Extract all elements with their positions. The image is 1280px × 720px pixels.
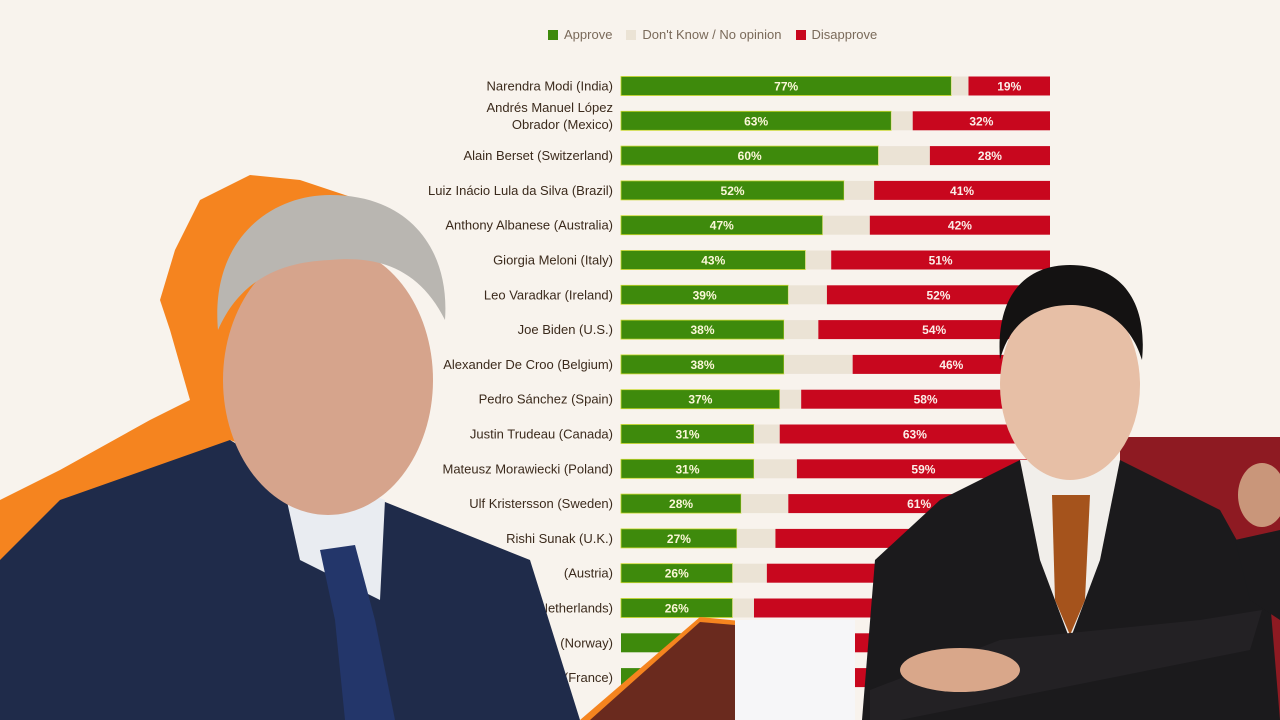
approve-value-label: 52% — [721, 184, 745, 198]
dont-know-bar — [784, 320, 819, 340]
approve-value-label: 37% — [688, 393, 712, 407]
dont-know-bar — [736, 528, 776, 548]
category-label: (Netherlands) — [534, 601, 613, 616]
disapprove-value-label: 63% — [903, 428, 927, 442]
disapprove-value-label: 58% — [914, 393, 938, 407]
category-label: Andrés Manuel López Obrador (Mexico) — [487, 100, 613, 132]
category-label: Alexander De Croo (Belgium) — [443, 357, 613, 372]
approve-value-label: 47% — [710, 219, 734, 233]
disapprove-bar — [779, 424, 1050, 444]
legend-approve: Approve — [548, 27, 612, 42]
disapprove-value-label: 41% — [950, 184, 974, 198]
approve-value-label: 26% — [665, 602, 689, 616]
category-label: Luiz Inácio Lula da Silva (Brazil) — [428, 183, 613, 198]
disapprove-value-label: 28% — [978, 149, 1002, 163]
dont-know-bar — [951, 76, 969, 96]
legend-swatch-dont-know — [626, 29, 637, 40]
disapprove-bar — [818, 320, 1050, 340]
disapprove-bar — [831, 250, 1050, 270]
dont-know-bar — [741, 494, 789, 514]
category-label: Pedro Sánchez (Spain) — [479, 392, 613, 407]
category-label: Mateusz Morawiecki (Poland) — [442, 461, 613, 476]
approve-value-label: 38% — [690, 323, 714, 337]
category-label: Leo Varadkar (Ireland) — [484, 287, 613, 302]
disapprove-bar — [801, 389, 1050, 409]
approve-value-label: 26% — [665, 567, 689, 581]
approve-value-label: 28% — [669, 497, 693, 511]
disapprove-bar — [853, 633, 1050, 653]
category-label: Alain Berset (Switzerland) — [463, 148, 613, 163]
disapprove-bar — [826, 285, 1050, 305]
approve-value-label: 77% — [774, 80, 798, 94]
category-label: Anthony Albanese (Australia) — [445, 218, 613, 233]
disapprove-bar — [853, 668, 1050, 688]
disapprove-value-label: 54% — [922, 323, 946, 337]
dont-know-bar — [753, 424, 780, 444]
dont-know-bar — [732, 598, 754, 618]
category-label: (Norway) — [560, 635, 613, 650]
category-label: Justin Trudeau (Canada) — [470, 427, 613, 442]
disapprove-bar — [766, 563, 1050, 583]
legend-label-dont-know: Don't Know / No opinion — [642, 27, 782, 42]
disapprove-value-label: 61% — [907, 497, 931, 511]
dont-know-bar — [779, 389, 802, 409]
disapprove-bar — [912, 111, 1050, 131]
category-label: Ulf Kristersson (Sweden) — [469, 496, 613, 511]
approve-bar — [620, 76, 952, 96]
legend-disapprove: Disapprove — [795, 27, 878, 42]
dont-know-bar — [784, 354, 853, 374]
approve-value-label: 43% — [701, 254, 725, 268]
disapprove-bar — [775, 528, 1050, 548]
disapprove-value-label: 59% — [911, 462, 935, 476]
disapprove-value-label: 46% — [939, 358, 963, 372]
legend-label-disapprove: Disapprove — [811, 27, 878, 42]
dont-know-bar — [805, 250, 832, 270]
category-label: (Austria) — [564, 566, 613, 581]
approve-value-label: 39% — [693, 288, 717, 302]
approve-value-label: 31% — [675, 428, 699, 442]
dont-know-bar — [844, 180, 875, 200]
approve-value-label: 63% — [744, 114, 768, 128]
category-label: Narendra Modi (India) — [487, 79, 613, 94]
disapprove-value-label: 42% — [948, 219, 972, 233]
approve-bar — [621, 633, 681, 653]
category-label: Giorgia Meloni (Italy) — [493, 253, 613, 268]
approve-bar — [621, 668, 681, 688]
disapprove-value-label: 51% — [929, 254, 953, 268]
dont-know-bar — [822, 215, 870, 235]
disapprove-bar — [968, 76, 1050, 96]
dont-know-bar — [878, 146, 930, 166]
dont-know-bar — [753, 459, 797, 479]
disapprove-bar — [753, 598, 1050, 618]
disapprove-value-label: 19% — [997, 80, 1021, 94]
disapprove-bar — [929, 146, 1050, 166]
approve-value-label: 31% — [675, 462, 699, 476]
approve-value-label: 38% — [690, 358, 714, 372]
category-label: Joe Biden (U.S.) — [518, 322, 613, 337]
legend-label-approve: Approve — [564, 27, 613, 42]
disapprove-bar — [869, 215, 1050, 235]
disapprove-value-label: 32% — [969, 114, 993, 128]
legend-swatch-disapprove — [795, 29, 806, 40]
category-label: Rishi Sunak (U.K.) — [506, 531, 613, 546]
approve-value-label: 60% — [738, 149, 762, 163]
dont-know-bar — [788, 285, 827, 305]
approve-value-label: 27% — [667, 532, 691, 546]
chart-legend: Approve Don't Know / No opinion Disappro… — [548, 27, 877, 42]
category-label: (France) — [564, 670, 613, 685]
legend-swatch-approve — [548, 29, 558, 40]
disapprove-value-label: 52% — [926, 288, 950, 302]
dont-know-bar — [732, 563, 767, 583]
dont-know-bar — [891, 111, 913, 131]
disapprove-bar — [874, 180, 1050, 200]
legend-dont-know: Don't Know / No opinion — [626, 27, 782, 42]
